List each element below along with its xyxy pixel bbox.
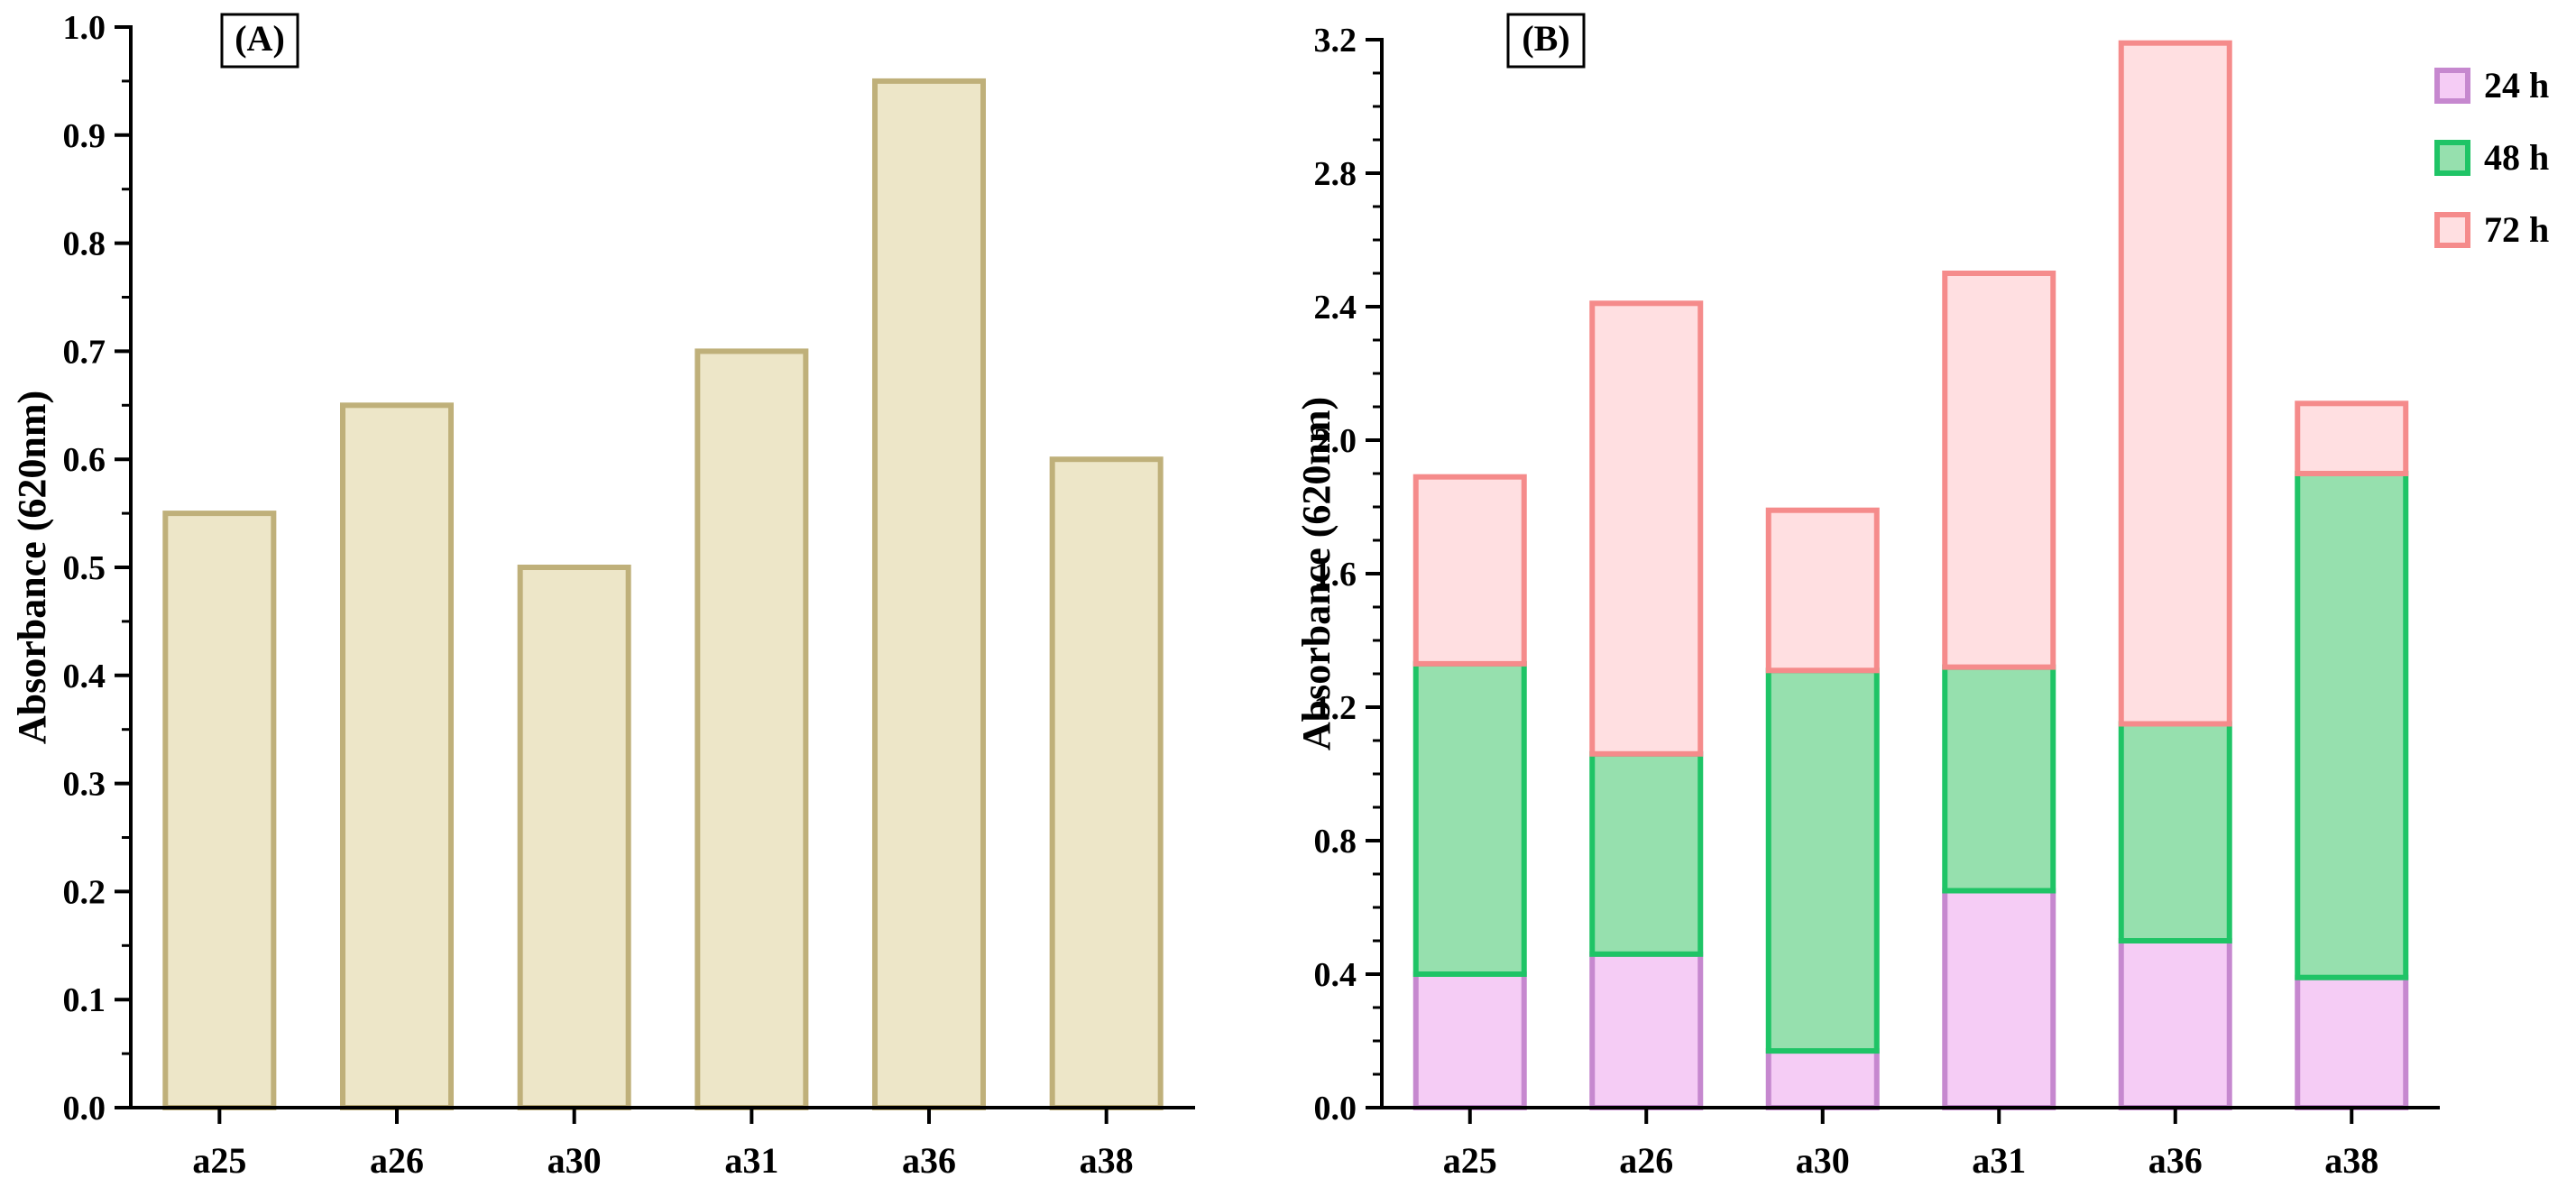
panel-b-bars (1412, 40, 2409, 1111)
bar-a38 (1049, 456, 1164, 1110)
bar-a36 (872, 78, 986, 1110)
bar-a38-72h (2295, 400, 2409, 476)
bar-a25-48h (1412, 660, 1527, 978)
bar-a25 (162, 511, 277, 1110)
panel-b-y-axis-label: Absorbance (620nm) (1294, 397, 1339, 750)
y-tick-label: 0.2 (63, 873, 106, 911)
bar-a26-72h (1589, 300, 1704, 757)
y-tick-label: 2.8 (1314, 155, 1357, 193)
x-tick-label-a30: a30 (1796, 1140, 1850, 1178)
y-tick-label: 1.6 (1314, 556, 1357, 594)
x-tick-label-a38: a38 (2324, 1140, 2378, 1178)
x-tick-label-a31: a31 (724, 1140, 778, 1178)
panel-a-chart: 0.0 0.1 0.2 0.3 0.4 0.5 0.6 0.7 0.8 0.9 1.0 a25 a26… (10, 9, 1195, 1178)
bar-a31 (695, 348, 809, 1110)
bar-a25-24h (1412, 971, 1527, 1110)
y-tick-label: 2.4 (1314, 289, 1357, 327)
legend-label-72h: 72 h (2484, 209, 2549, 250)
y-tick-label: 0.7 (63, 333, 106, 371)
y-tick-label: 3.2 (1314, 22, 1357, 60)
bar-a38-24h (2295, 974, 2409, 1110)
y-tick-label: 0.3 (63, 766, 106, 804)
bar-a30 (517, 565, 631, 1110)
x-tick-label-a25: a25 (1443, 1140, 1497, 1178)
x-tick-label-a30: a30 (547, 1140, 602, 1178)
panel-a-label: (A) (235, 18, 285, 59)
legend-swatch-24h (2434, 68, 2470, 104)
y-tick-label: 0.1 (63, 981, 106, 1019)
x-tick-label-a31: a31 (1972, 1140, 2026, 1178)
legend-label-48h: 48 h (2484, 137, 2549, 178)
bar-a26 (340, 402, 454, 1110)
panel-b-legend: 24 h 48 h 72 h (2434, 65, 2549, 250)
bar-a30-72h (1765, 507, 1880, 674)
panel-a-bars (162, 78, 1164, 1110)
panel-b-label: (B) (1522, 18, 1569, 59)
panel-b-x-ticks: a25 a26 a30 a31 a36 a38 (1443, 1108, 2378, 1178)
x-tick-label-a36: a36 (902, 1140, 956, 1178)
x-tick-label-a36: a36 (2148, 1140, 2203, 1178)
panel-a-y-axis-label: Absorbance (620nm) (10, 391, 54, 744)
y-tick-label: 1.2 (1314, 689, 1357, 727)
bar-a36-24h (2118, 938, 2232, 1110)
y-tick-label: 0.6 (63, 441, 106, 479)
y-tick-label: 0.9 (63, 117, 106, 155)
bar-a36-72h (2118, 40, 2232, 727)
bar-a36-48h (2118, 721, 2232, 943)
x-tick-label-a26: a26 (370, 1140, 424, 1178)
bar-a30-24h (1765, 1048, 1880, 1110)
y-tick-label: 0.8 (1314, 823, 1357, 860)
bar-a31-72h (1942, 271, 2056, 670)
y-tick-label: 0.0 (1314, 1090, 1357, 1127)
panel-a-axes (129, 25, 1195, 1109)
x-tick-label-a26: a26 (1619, 1140, 1673, 1178)
legend-swatch-48h (2434, 140, 2470, 176)
y-tick-label: 0.5 (63, 549, 106, 587)
bar-a38-48h (2295, 471, 2409, 980)
y-tick-label: 0.4 (63, 658, 106, 695)
bar-a26-48h (1589, 750, 1704, 957)
panel-a-label-box (220, 13, 299, 69)
bar-a30-48h (1765, 667, 1880, 1054)
bar-a26-24h (1589, 951, 1704, 1111)
panel-a-x-ticks: a25 a26 a30 a31 a36 a38 (192, 1108, 1134, 1178)
panel-b-y-ticks: 0.0 0.4 0.8 1.2 1.6 2.0 2.4 2.8 3.2 (1314, 22, 1382, 1127)
y-tick-label: 2.0 (1314, 422, 1357, 460)
panel-a-y-ticks: 0.0 0.1 0.2 0.3 0.4 0.5 0.6 0.7 0.8 0.9 1.0 (63, 9, 131, 1127)
legend-swatch-72h (2434, 212, 2470, 248)
panel-b-chart: 0.0 0.4 0.8 1.2 1.6 2.0 2.4 2.8 3.2 a25 a26 a30 a31… (1294, 13, 2549, 1178)
bar-a25-72h (1412, 474, 1527, 667)
y-tick-label: 0.8 (63, 225, 106, 263)
bar-a31-24h (1942, 888, 2056, 1110)
y-tick-label: 1.0 (63, 9, 106, 47)
y-tick-label: 0.4 (1314, 956, 1357, 994)
panel-b-axes (1380, 38, 2440, 1109)
x-tick-label-a25: a25 (192, 1140, 246, 1178)
x-tick-label-a38: a38 (1080, 1140, 1134, 1178)
bar-a31-48h (1942, 664, 2056, 894)
y-tick-label: 0.0 (63, 1090, 106, 1127)
panel-b-label-box (1506, 13, 1586, 69)
legend-label-24h: 24 h (2484, 65, 2549, 106)
